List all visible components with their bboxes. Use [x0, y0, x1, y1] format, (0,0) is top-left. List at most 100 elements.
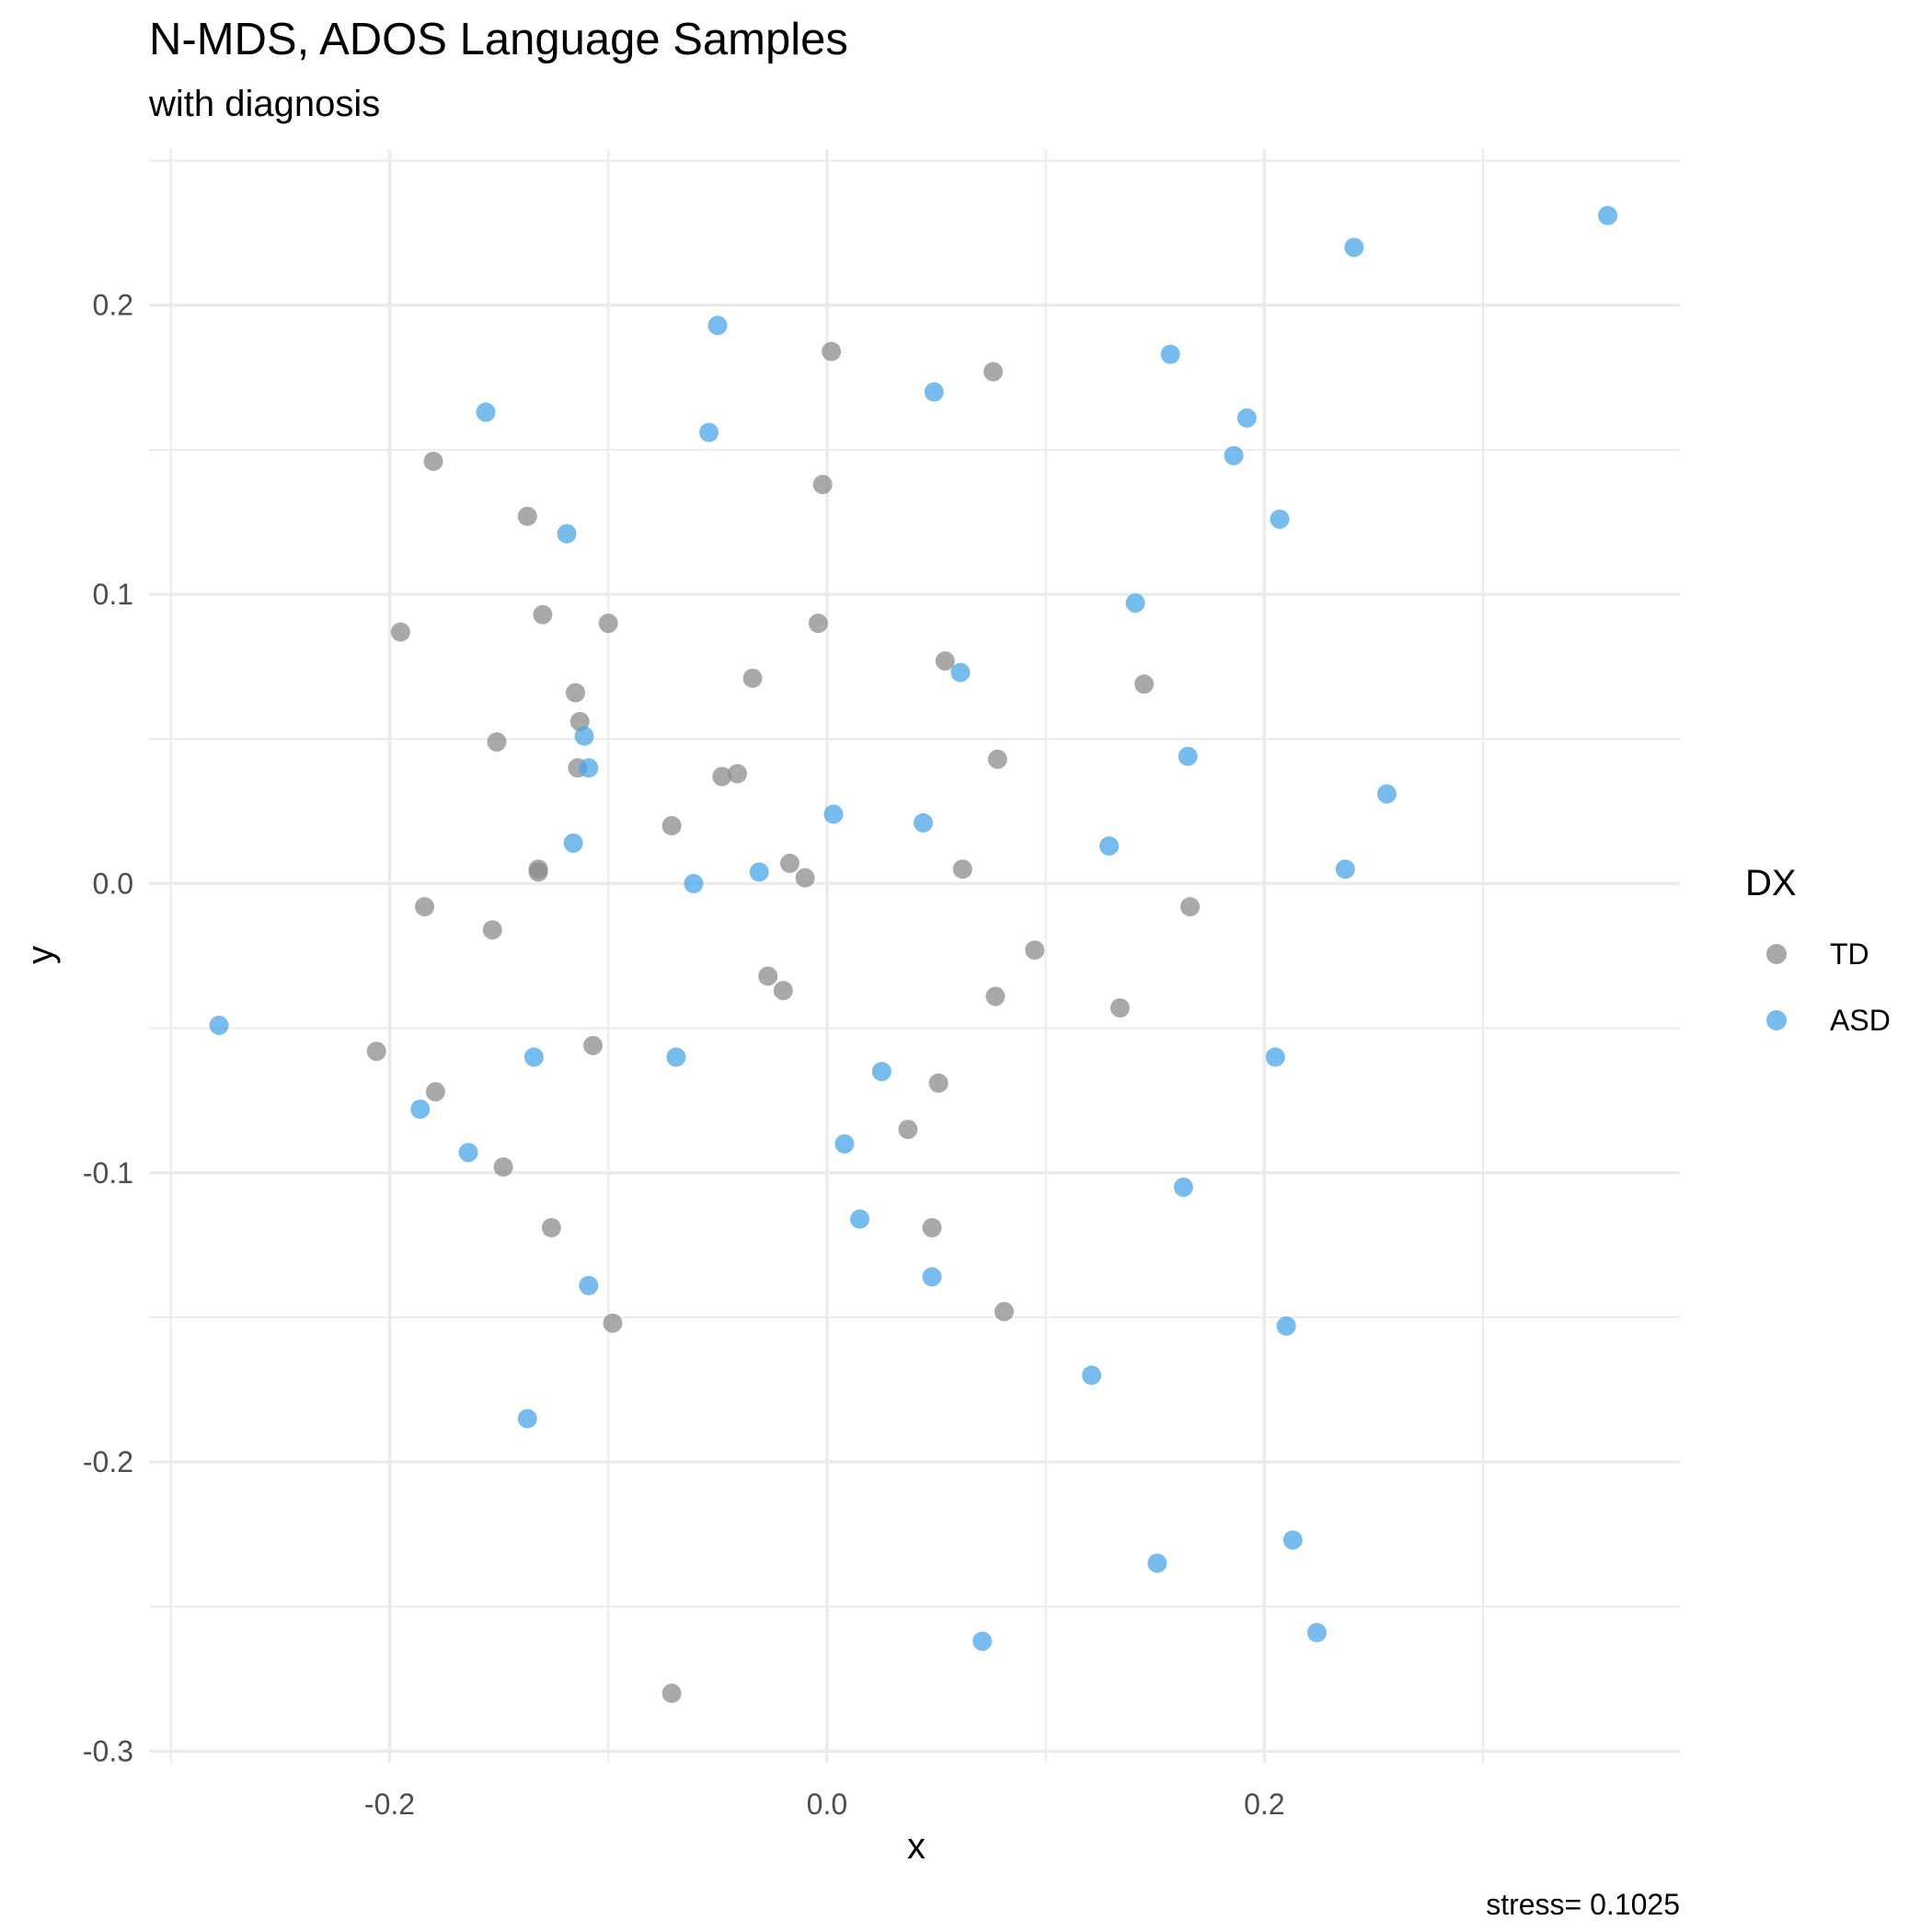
point-asd: [749, 862, 769, 882]
point-asd: [834, 1133, 855, 1154]
point-td: [423, 451, 443, 471]
point-td: [822, 341, 842, 362]
x-axis-label: x: [907, 1826, 926, 1867]
point-asd: [972, 1631, 993, 1651]
point-asd: [1276, 1316, 1296, 1336]
point-td: [983, 362, 1004, 382]
y-tick-label: -0.1: [83, 1156, 133, 1190]
point-asd: [707, 316, 728, 336]
point-asd: [557, 523, 577, 544]
point-td: [533, 604, 553, 625]
point-asd: [574, 726, 594, 746]
point-asd: [563, 833, 583, 853]
point-td: [566, 683, 586, 703]
stress-caption: stress= 0.1025: [1486, 1888, 1680, 1921]
point-asd: [684, 873, 704, 893]
point-td: [517, 506, 537, 526]
point-td: [952, 859, 972, 880]
legend-swatch-asd: [1766, 1010, 1787, 1030]
point-asd: [1306, 1623, 1327, 1643]
point-asd: [924, 382, 944, 402]
point-asd: [1082, 1365, 1102, 1386]
point-td: [661, 816, 682, 836]
chart-subtitle: with diagnosis: [148, 84, 380, 124]
point-asd: [823, 804, 844, 824]
point-asd: [666, 1047, 686, 1067]
point-asd: [1282, 1530, 1303, 1550]
point-asd: [1147, 1553, 1167, 1573]
point-asd: [410, 1099, 431, 1120]
point-td: [583, 1035, 604, 1055]
point-td: [987, 749, 1007, 769]
point-asd: [1265, 1047, 1285, 1067]
point-asd: [1376, 784, 1397, 804]
point-td: [898, 1120, 918, 1140]
x-tick-label: -0.2: [364, 1788, 415, 1821]
point-asd: [517, 1409, 537, 1429]
point-td: [425, 1082, 445, 1102]
legend-swatch-td: [1766, 944, 1787, 964]
point-asd: [1270, 509, 1290, 529]
point-td: [773, 981, 793, 1001]
y-tick-label: 0.1: [93, 578, 133, 611]
point-td: [390, 622, 410, 642]
point-td: [598, 614, 618, 634]
chart-title: N-MDS, ADOS Language Samples: [149, 15, 848, 64]
point-td: [487, 731, 507, 752]
point-asd: [1598, 205, 1618, 225]
point-td: [1134, 674, 1155, 695]
point-asd: [1173, 1177, 1193, 1197]
point-td: [1025, 940, 1045, 960]
point-td: [742, 668, 763, 688]
point-td: [994, 1302, 1014, 1322]
point-asd: [1236, 408, 1257, 428]
data-points: [209, 205, 1618, 1704]
x-tick-label: 0.0: [807, 1788, 847, 1821]
point-td: [1110, 998, 1130, 1018]
point-td: [808, 614, 828, 634]
y-tick-label: -0.2: [83, 1445, 133, 1478]
legend-label-td: TD: [1830, 937, 1869, 971]
point-td: [935, 650, 955, 671]
legend-title: DX: [1745, 863, 1797, 903]
point-asd: [579, 758, 599, 778]
point-td: [528, 862, 548, 882]
point-td: [661, 1684, 682, 1704]
point-td: [812, 475, 833, 495]
point-td: [727, 764, 747, 784]
point-td: [541, 1217, 561, 1237]
point-asd: [1224, 445, 1244, 466]
y-tick-label: -0.3: [83, 1734, 133, 1767]
point-asd: [1335, 859, 1355, 880]
point-asd: [579, 1275, 599, 1295]
point-asd: [1160, 344, 1180, 364]
y-tick-label: 0.2: [93, 289, 133, 322]
point-td: [795, 868, 815, 888]
point-asd: [950, 662, 971, 683]
x-tick-label: 0.2: [1244, 1788, 1284, 1821]
point-asd: [922, 1267, 942, 1287]
point-asd: [1099, 836, 1120, 857]
point-asd: [871, 1062, 891, 1082]
point-td: [366, 1041, 386, 1062]
point-asd: [914, 812, 934, 833]
point-td: [482, 920, 502, 940]
point-td: [603, 1313, 623, 1333]
point-td: [1180, 897, 1201, 917]
y-axis-label: y: [20, 946, 61, 964]
point-td: [415, 897, 435, 917]
point-asd: [209, 1015, 229, 1035]
point-asd: [699, 422, 719, 443]
point-asd: [1344, 237, 1364, 258]
point-asd: [850, 1209, 870, 1229]
legend-label-asd: ASD: [1830, 1004, 1891, 1037]
point-asd: [476, 402, 496, 422]
point-asd: [523, 1047, 544, 1067]
point-td: [985, 986, 1006, 1006]
point-asd: [458, 1143, 478, 1163]
legend: DX TD ASD: [1745, 863, 1891, 1037]
point-asd: [1178, 746, 1198, 766]
grid-lines: [149, 149, 1680, 1763]
point-td: [928, 1073, 949, 1093]
